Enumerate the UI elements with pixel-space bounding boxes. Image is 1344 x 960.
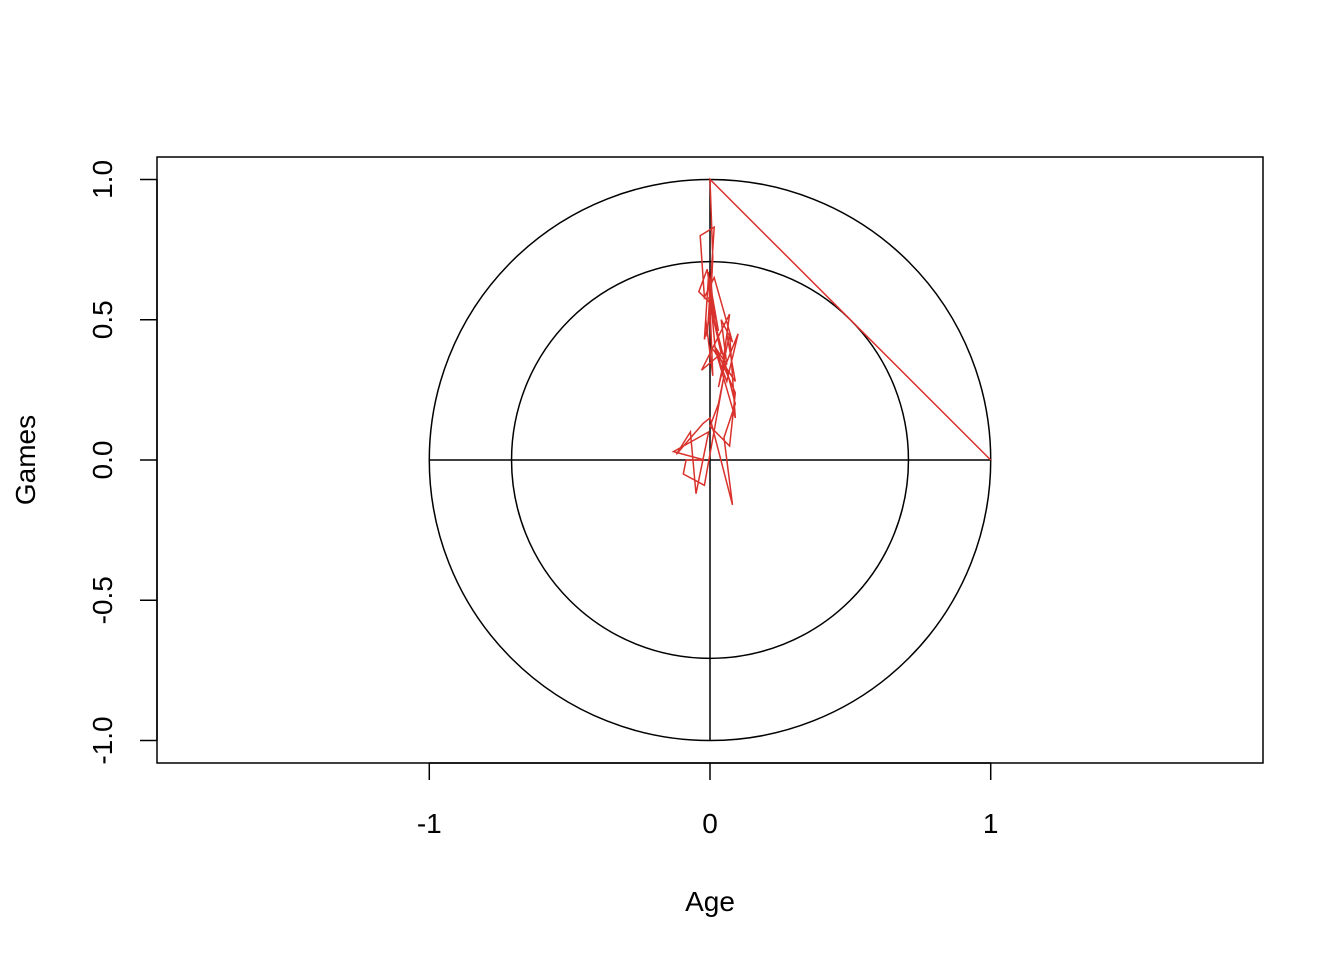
- series-line-0: [671, 177, 992, 506]
- y-tick-label: -0.5: [87, 576, 118, 624]
- axis-layer: -1 0 1 -1.0 -0.5 0.0 0.5 1.0: [87, 160, 998, 839]
- x-tick-label: -1: [417, 808, 442, 839]
- data-layer: [428, 177, 992, 742]
- y-tick-label: 0.0: [87, 441, 118, 480]
- y-axis-label: Games: [10, 415, 41, 505]
- y-tick-label: 0.5: [87, 300, 118, 339]
- x-tick-label: 0: [702, 808, 718, 839]
- x-tick-label: 1: [983, 808, 999, 839]
- y-tick-label: -1.0: [87, 716, 118, 764]
- x-axis-label: Age: [685, 886, 735, 917]
- y-tick-label: 1.0: [87, 160, 118, 199]
